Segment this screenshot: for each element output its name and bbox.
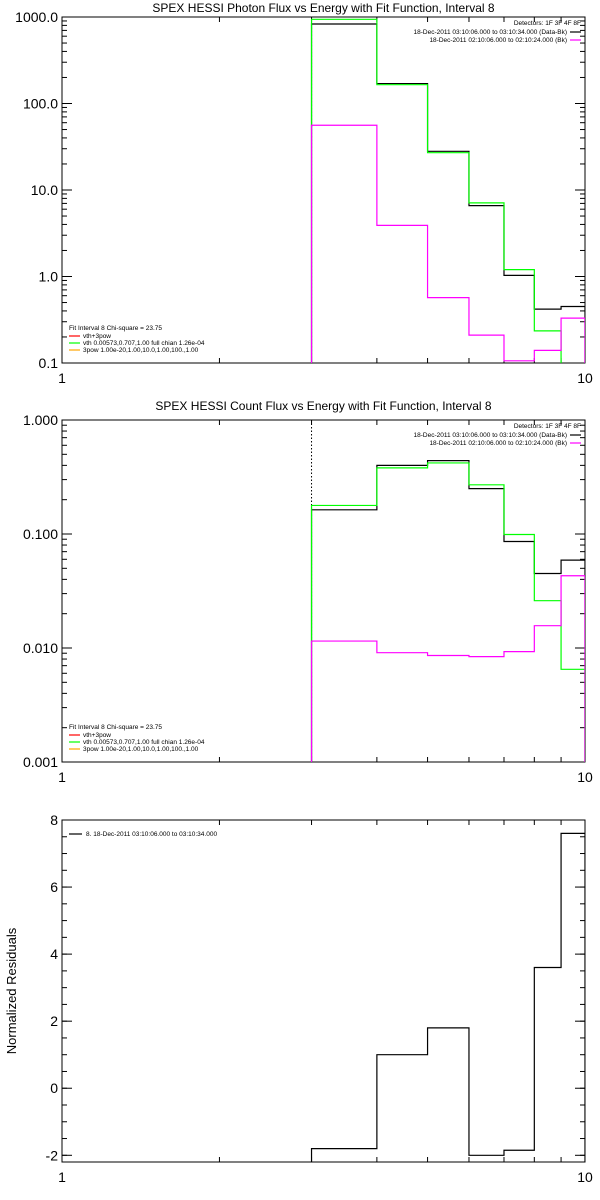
plot-frame [61,419,586,763]
legend-detectors: Detectors: 1F 3F 4F 8F [514,20,581,27]
series-3-line [310,124,585,363]
y-tick-label: 0 [50,1080,58,1096]
x-tick-label: 1 [58,769,66,785]
x-tick-label: 10 [577,370,593,386]
y-tick-label: 10.0 [31,182,58,198]
legend-fit-header: Fit Interval 8 Chi-square = 23.75 [69,325,162,332]
legend-bottom-left: Fit Interval 8 Chi-square = 23.75vth+3po… [69,724,205,753]
legend-entry-label: 18-Dec-2011 03:10:06.000 to 03:10:34.000… [414,29,567,36]
legend-top-right: Detectors: 1F 3F 4F 8F 18-Dec-2011 03:10:… [414,423,581,447]
x-tick-label: 1 [58,370,66,386]
chart-title: SPEX HESSI Count Flux vs Energy with Fit… [155,399,491,413]
y-tick-label: 0.100 [23,526,58,542]
legend-entry-label: vth 0.00573,0.707,1.00 full chian 1.26e-… [83,340,205,347]
legend-entry-label: 18-Dec-2011 02:10:06.000 to 02:10:24.000… [429,440,567,447]
legend-top-right: Detectors: 1F 3F 4F 8F 18-Dec-2011 03:10:… [414,20,581,44]
y-tick-label: 6 [50,879,58,895]
y-tick-label: 4 [50,946,58,962]
y-tick-label: 1.0 [39,269,59,285]
plot-frame [61,819,586,1163]
legend-entry-label: vth 0.00573,0.707,1.00 full chian 1.26e-… [83,739,205,746]
chart-panel-3: 1 10 8 6 4 2 0 -2 Normalized Residuals 8. 18-Dec-… [4,812,593,1185]
y-tick-label: 1.000 [23,412,58,428]
y-tick-label: 0.010 [23,640,58,656]
legend-entry-label: 3pow 1.00e-20,1.00,10.0,1.00,100.,1.00 [83,347,199,354]
legend-entry-label: 3pow 1.00e-20,1.00,10.0,1.00,100.,1.00 [83,746,199,753]
y-tick-label: 0.001 [23,754,58,770]
y-tick-label: 0.1 [39,355,59,371]
legend-entry-label: vth+3pow [83,333,111,340]
legend-entry-label: 8. 18-Dec-2011 03:10:06.000 to 03:10:34.… [86,831,217,838]
legend-detectors: Detectors: 1F 3F 4F 8F [514,423,581,430]
legend-bottom-left: Fit Interval 8 Chi-square = 23.75vth+3po… [69,325,205,354]
legend-entry-label: 18-Dec-2011 03:10:06.000 to 03:10:34.000… [414,432,567,439]
y-tick-label: 2 [50,1013,58,1029]
chart-panel-2: SPEX HESSI Count Flux vs Energy with Fit… [23,399,593,785]
y-tick-label: 8 [50,812,58,828]
y-axis-label: Normalized Residuals [4,927,19,1054]
x-tick-label: 10 [577,1169,593,1185]
series-2-line [310,18,585,363]
x-tick-label: 1 [58,1169,66,1185]
series-3-line [310,575,585,762]
legend-fit-header: Fit Interval 8 Chi-square = 23.75 [69,724,162,731]
plot-frame [61,16,586,364]
legend-entry-label: 18-Dec-2011 02:10:06.000 to 02:10:24.000… [429,37,567,44]
y-tick-label: 1000.0 [15,9,58,25]
legend-entry-label: vth+3pow [83,732,111,739]
y-tick-label: 100.0 [23,96,58,112]
series-2-line [310,462,585,762]
chart-title: SPEX HESSI Photon Flux vs Energy with Fi… [152,1,494,15]
legend-top-left: 8. 18-Dec-2011 03:10:06.000 to 03:10:34.… [69,831,217,838]
chart-panel-1: SPEX HESSI Photon Flux vs Energy with Fi… [15,1,593,386]
series-1-line [310,23,585,363]
series-1-line [310,832,585,1162]
y-tick-label: -2 [46,1147,59,1163]
x-tick-label: 10 [577,769,593,785]
